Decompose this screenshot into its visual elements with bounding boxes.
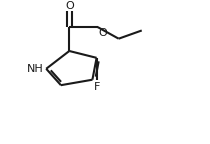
Text: NH: NH bbox=[27, 64, 44, 74]
Text: O: O bbox=[65, 1, 74, 11]
Text: O: O bbox=[99, 28, 108, 38]
Text: F: F bbox=[93, 83, 100, 92]
